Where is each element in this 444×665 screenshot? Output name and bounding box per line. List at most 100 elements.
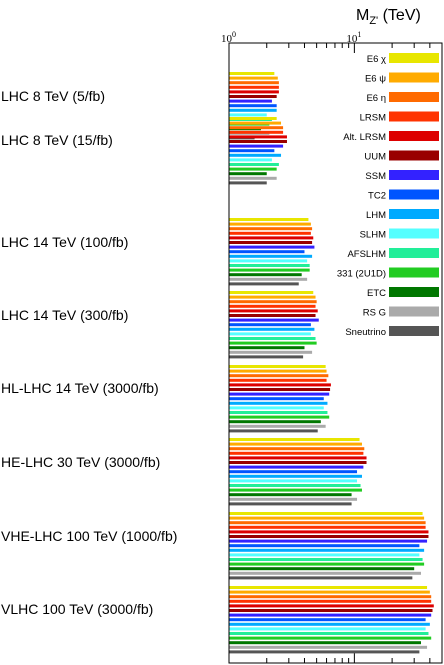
scenario-label: VLHC 100 TeV (3000/fb) bbox=[1, 601, 153, 617]
legend-swatch bbox=[389, 209, 439, 219]
bar bbox=[229, 126, 284, 130]
bar bbox=[229, 383, 331, 387]
bar bbox=[229, 85, 279, 89]
bar bbox=[229, 539, 428, 543]
legend-label: SLHM bbox=[360, 230, 386, 241]
scenario-label: HL-LHC 14 TeV (3000/fb) bbox=[1, 380, 159, 396]
bar bbox=[229, 90, 279, 94]
bar bbox=[229, 350, 313, 354]
bar bbox=[229, 632, 429, 635]
bar bbox=[229, 548, 425, 552]
plot-frame bbox=[228, 42, 443, 664]
bar bbox=[229, 516, 425, 520]
bar bbox=[229, 300, 317, 304]
bar bbox=[229, 108, 277, 112]
bar bbox=[229, 355, 304, 359]
bar bbox=[229, 176, 277, 180]
bar bbox=[229, 327, 315, 331]
scenario-label: LHC 14 TeV (100/fb) bbox=[1, 234, 128, 250]
legend-label: 331 (2U1D) bbox=[337, 269, 386, 280]
bar bbox=[229, 415, 330, 419]
bar bbox=[229, 254, 313, 258]
bar bbox=[229, 181, 267, 185]
legend-swatch bbox=[389, 306, 439, 317]
legend-swatch bbox=[389, 287, 439, 297]
legend-swatch bbox=[389, 53, 439, 63]
bar bbox=[229, 172, 267, 176]
bar bbox=[229, 309, 318, 313]
legend-label: E6 χ bbox=[367, 54, 386, 65]
bar bbox=[229, 295, 316, 299]
bar bbox=[229, 479, 358, 483]
bar bbox=[229, 645, 428, 649]
bar bbox=[229, 365, 326, 368]
bar bbox=[229, 130, 284, 134]
scenario-labels: LHC 8 TeV (5/fb) LHC 8 TeV (15/fb) LHC 14 … bbox=[1, 88, 177, 617]
bar bbox=[229, 388, 331, 391]
bar bbox=[229, 163, 279, 166]
bar bbox=[229, 149, 275, 153]
legend-swatch bbox=[389, 267, 439, 278]
bar bbox=[229, 595, 432, 599]
bars bbox=[229, 72, 434, 654]
axis-title: MZ' (TeV) bbox=[356, 7, 421, 27]
x-axis: 100 101 bbox=[221, 30, 443, 663]
bar bbox=[229, 76, 278, 80]
bar bbox=[229, 250, 305, 254]
legend-swatch bbox=[389, 248, 439, 258]
legend-swatch bbox=[389, 111, 439, 122]
bar bbox=[229, 346, 305, 350]
bar bbox=[229, 241, 313, 244]
bar bbox=[229, 451, 364, 455]
legend-label: ETC bbox=[367, 288, 386, 299]
bar bbox=[229, 420, 321, 424]
bar bbox=[229, 470, 358, 474]
bar bbox=[229, 323, 311, 327]
legend-label: RS G bbox=[363, 308, 386, 319]
scenario-label: LHC 14 TeV (300/fb) bbox=[1, 307, 128, 323]
bar bbox=[229, 586, 428, 589]
bar bbox=[229, 474, 362, 478]
bar bbox=[229, 442, 362, 446]
bar bbox=[229, 222, 311, 226]
bar bbox=[229, 641, 422, 645]
bar bbox=[229, 493, 352, 497]
scenario-label: VHE-LHC 100 TeV (1000/fb) bbox=[1, 528, 177, 544]
bar bbox=[229, 314, 316, 317]
bar bbox=[229, 544, 420, 548]
bar bbox=[229, 95, 277, 98]
bar bbox=[229, 167, 277, 171]
bar bbox=[229, 461, 367, 464]
bar bbox=[229, 456, 367, 460]
bar bbox=[229, 218, 309, 221]
bar bbox=[229, 558, 423, 561]
bar bbox=[229, 282, 299, 286]
bar bbox=[229, 117, 277, 120]
bar bbox=[229, 521, 426, 525]
legend-label: LRSM bbox=[360, 113, 386, 124]
bar bbox=[229, 609, 433, 612]
bar bbox=[229, 465, 364, 469]
bar bbox=[229, 158, 272, 162]
bar bbox=[229, 104, 277, 108]
legend: E6 χ E6 ψ E6 η LRSM Alt. LRSM UUM SSM TC2 LHM SLH… bbox=[337, 53, 439, 338]
bar bbox=[229, 277, 308, 281]
bar bbox=[229, 406, 324, 410]
bar bbox=[229, 627, 426, 631]
scenario-label: HE-LHC 30 TeV (3000/fb) bbox=[1, 454, 160, 470]
bar bbox=[229, 392, 330, 396]
bar bbox=[229, 72, 275, 75]
bar bbox=[229, 236, 314, 240]
bar bbox=[229, 571, 422, 575]
bar bbox=[229, 369, 327, 373]
bar bbox=[229, 636, 432, 640]
bar bbox=[229, 502, 352, 506]
bar bbox=[229, 567, 415, 571]
legend-swatch bbox=[389, 326, 439, 336]
bar bbox=[229, 438, 360, 441]
bar bbox=[229, 144, 284, 148]
bar bbox=[229, 81, 279, 85]
bar bbox=[229, 599, 432, 603]
bar bbox=[229, 401, 328, 405]
bar bbox=[229, 231, 311, 235]
